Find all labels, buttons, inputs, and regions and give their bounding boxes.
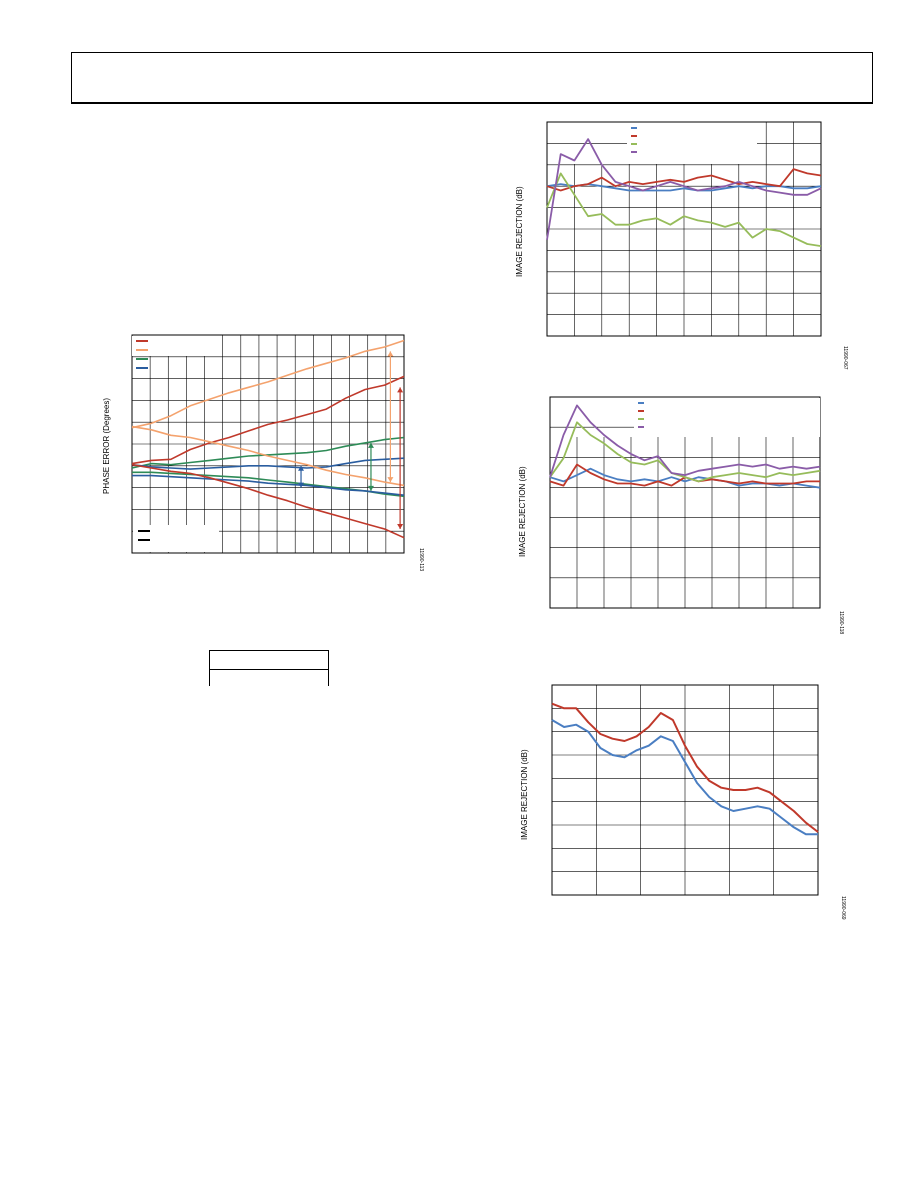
image-rejection-2-ylabel: IMAGE REJECTION (dB) [518, 466, 527, 557]
table-right-rule [328, 650, 329, 686]
series-line-3 [131, 436, 405, 469]
spread-arrow-head-top [397, 387, 404, 393]
spread-arrow-head-bottom [367, 485, 374, 491]
image-rejection-chart-3 [551, 684, 819, 896]
series-line-1 [551, 702, 819, 833]
spread-arrow-head-bottom [397, 524, 404, 530]
table-fragment [209, 650, 329, 686]
series-line-2 [131, 339, 405, 429]
spread-arrow-head-bottom [387, 477, 394, 483]
table-mid-rule [209, 669, 329, 670]
image-rejection-2-figure-id: 11990-118 [838, 611, 844, 635]
spread-arrow-head-top [367, 442, 374, 448]
table-top-rule [209, 650, 329, 651]
table-left-rule [209, 650, 210, 686]
series-line-2 [551, 719, 818, 836]
image-rejection-chart-1 [546, 121, 822, 337]
legend-box-lower [133, 525, 219, 552]
series-line-4 [131, 457, 405, 470]
series-line-1 [131, 375, 405, 465]
series-line-8 [131, 463, 405, 539]
page-header-box [71, 52, 873, 104]
phase-error-ylabel: PHASE ERROR (Degrees) [102, 397, 111, 494]
spread-arrow-head-top [387, 351, 394, 357]
series-line-6 [132, 474, 405, 496]
series-line-4 [546, 138, 822, 240]
series-line-4 [549, 404, 821, 478]
phase-error-figure-id: 11990-113 [418, 548, 424, 572]
phase-error-chart [131, 334, 405, 554]
legend-box [627, 123, 757, 164]
series-line-3 [549, 421, 821, 483]
image-rejection-3-figure-id: 11990-069 [840, 896, 846, 920]
image-rejection-1-figure-id: 11990-067 [842, 346, 848, 370]
series-line-7 [131, 425, 405, 487]
image-rejection-1-ylabel: IMAGE REJECTION (dB) [515, 186, 524, 277]
series-line-2 [546, 168, 822, 192]
spread-arrow-head-bottom [298, 482, 305, 488]
series-line-1 [549, 467, 821, 489]
legend-box [132, 336, 220, 356]
series-line-3 [546, 172, 822, 247]
spread-arrow-head-top [298, 465, 305, 471]
image-rejection-3-ylabel: IMAGE REJECTION (dB) [520, 749, 529, 840]
image-rejection-chart-2 [549, 396, 821, 609]
legend-box [634, 398, 820, 437]
